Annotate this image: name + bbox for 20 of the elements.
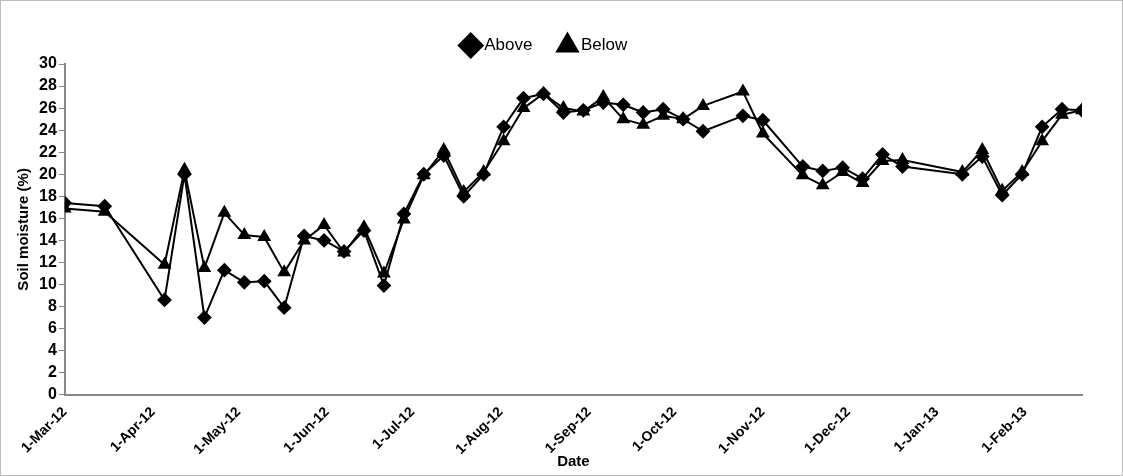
- y-tick-label: 16: [39, 208, 57, 226]
- y-tick-label: 20: [39, 164, 57, 182]
- legend-label: Below: [580, 35, 628, 55]
- y-tick-label: 8: [47, 296, 57, 314]
- y-tick-label: 28: [39, 76, 57, 94]
- x-axis-title: Date: [557, 452, 590, 470]
- y-tick-label: 2: [47, 363, 57, 381]
- y-tick-label: 24: [39, 120, 57, 138]
- y-tick-label: 26: [39, 98, 57, 116]
- y-tick-label: 0: [47, 385, 57, 403]
- y-tick-label: 22: [39, 142, 57, 160]
- y-tick-label: 14: [39, 230, 57, 248]
- y-tick-label: 30: [39, 54, 57, 72]
- y-axis-title: Soil moisture (%): [14, 168, 32, 291]
- y-tick-label: 12: [39, 252, 57, 270]
- y-tick-label: 4: [47, 341, 57, 359]
- y-tick-label: 18: [39, 186, 57, 204]
- y-tick-label: 6: [47, 319, 57, 337]
- legend-label: Above: [484, 35, 533, 55]
- y-tick-label: 10: [39, 274, 57, 292]
